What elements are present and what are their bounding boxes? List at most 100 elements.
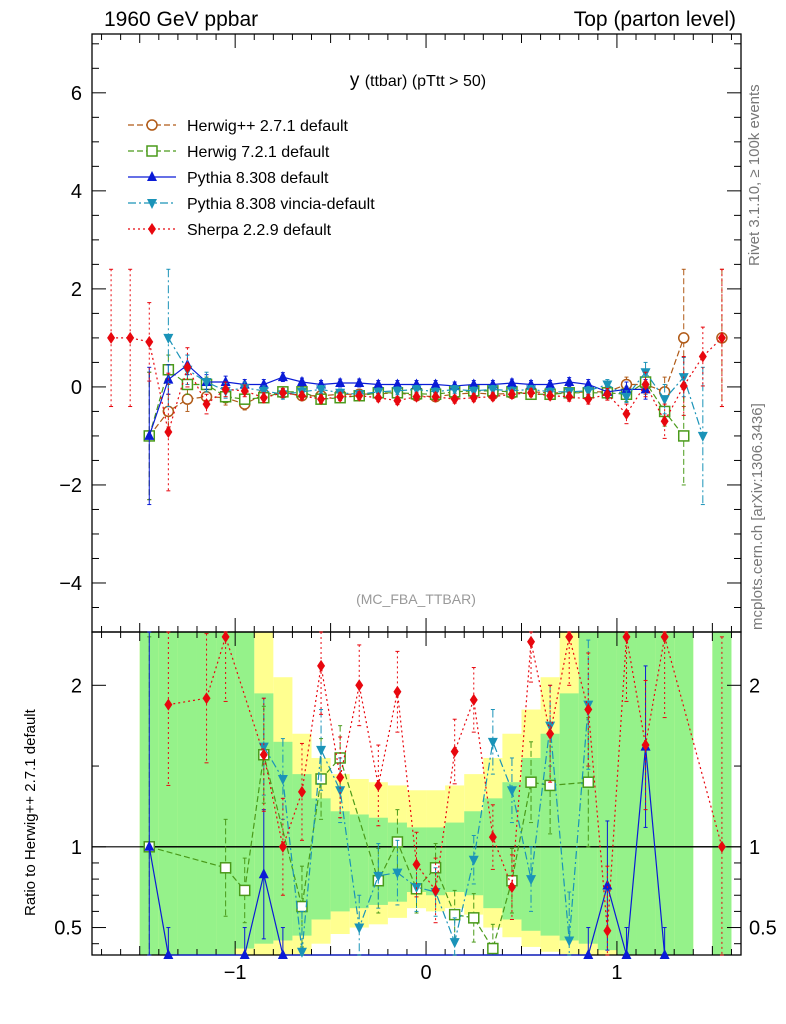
plot-title: y (ttbar) (pTtt > 50) (350, 70, 486, 91)
ratio-band-1sigma (311, 798, 331, 920)
main-data-point (164, 426, 173, 439)
analysis-watermark: (MC_FBA_TTBAR) (356, 591, 476, 607)
main-data-point (374, 391, 383, 404)
main-data-point (527, 386, 536, 399)
main-data-point (487, 385, 498, 396)
main-data-point (335, 376, 346, 387)
ratio-data-point (392, 868, 403, 879)
main-data-point (507, 388, 516, 401)
ratio-data-point (144, 840, 155, 851)
main-data-point (317, 393, 326, 406)
ratio-data-point (469, 693, 478, 706)
main-data-point (584, 393, 593, 406)
ratio-y-tick-label-right: 0.5 (749, 918, 777, 940)
ratio-data-point (296, 900, 308, 913)
main-data-point (660, 415, 669, 428)
ratio-data-point (219, 862, 232, 874)
main-data-point (296, 376, 307, 387)
ratio-data-point (641, 739, 650, 752)
ratio-data-point (431, 884, 440, 897)
ratio-y-tick-label-right: 1 (749, 837, 760, 859)
ratio-data-point (374, 779, 383, 792)
main-data-point (163, 333, 174, 344)
ratio-data-point (450, 745, 459, 758)
ratio-data-point (507, 881, 516, 894)
ratio-data-point (278, 840, 287, 853)
main-data-point (449, 385, 460, 396)
ratio-data-point (259, 748, 268, 761)
main-data-point (622, 407, 631, 420)
ratio-data-point (602, 879, 613, 890)
main-data-point (583, 378, 594, 389)
legend-marker (146, 145, 158, 157)
main-data-point (621, 383, 632, 394)
main-data-point (336, 390, 345, 403)
ratio-data-point (468, 855, 479, 866)
main-data-point (107, 331, 116, 344)
main-data-point (450, 393, 459, 406)
main-data-point (393, 394, 402, 407)
legend-item: Pythia 8.308 vincia-default (128, 196, 375, 213)
ratio-band-1sigma (330, 811, 350, 912)
ratio-data-point (527, 635, 536, 648)
ratio-data-point (487, 737, 498, 748)
ratio-y-tick-label-left: 2 (71, 675, 82, 697)
ratio-data-point (202, 692, 211, 705)
main-data-point (126, 331, 135, 344)
ratio-data-point (526, 875, 537, 886)
main-series-group (107, 268, 728, 506)
legend-item: Sherpa 2.2.9 default (128, 222, 332, 239)
ratio-band-1sigma (655, 632, 675, 955)
ratio-data-point (583, 949, 594, 959)
main-data-point (697, 431, 708, 442)
main-data-point (259, 391, 268, 404)
legend: Herwig++ 2.7.1 default Herwig 7.2.1 defau… (128, 118, 375, 239)
ratio-data-point (565, 630, 574, 643)
ratio-y-tick-label-right: 2 (749, 675, 760, 697)
main-data-point (277, 371, 288, 382)
main-data-point (392, 386, 403, 397)
ratio-data-point (335, 786, 346, 797)
ratio-band-1sigma (483, 798, 503, 909)
ratio-data-point (717, 840, 726, 853)
ratio-band-1sigma (616, 632, 637, 955)
main-y-tick-label: 4 (71, 181, 82, 203)
ratio-band-1sigma (235, 632, 255, 949)
ratio-data-point (355, 679, 364, 692)
ratio-data-point (258, 742, 269, 753)
legend-marker (147, 171, 157, 181)
ratio-series-line (149, 754, 589, 951)
main-data-point (183, 361, 192, 374)
header-energy-label: 1960 GeV ppbar (104, 8, 259, 31)
main-data-point (659, 395, 670, 406)
legend-item: Pythia 8.308 default (128, 170, 329, 187)
ratio-band-1sigma (177, 632, 197, 955)
legend-label: Herwig 7.2.1 default (187, 144, 330, 161)
ratio-data-point (582, 776, 595, 788)
main-data-point (144, 429, 155, 440)
main-data-point (677, 430, 690, 442)
ratio-data-point (258, 868, 269, 879)
main-y-tick-label: 2 (71, 279, 82, 301)
ratio-data-point (449, 938, 460, 949)
x-tick-label: 1 (611, 962, 622, 984)
main-data-point (202, 398, 211, 411)
ratio-data-point (296, 947, 307, 958)
ratio-series-line (168, 634, 723, 931)
main-data-point (392, 378, 403, 389)
ratio-data-point (584, 703, 593, 716)
main-data-point (201, 378, 212, 389)
main-data-point (412, 390, 421, 403)
main-data-point (431, 390, 440, 403)
main-data-point (603, 388, 612, 401)
main-data-point (621, 392, 632, 403)
ratio-series-3 (258, 639, 594, 958)
ratio-data-point (221, 630, 230, 643)
main-y-tick-label: 0 (71, 377, 82, 399)
main-data-point (469, 391, 478, 404)
legend-label: Pythia 8.308 vincia-default (187, 196, 375, 213)
legend-marker (147, 199, 157, 209)
ratio-data-point (622, 630, 631, 643)
ratio-uncertainty-bands (139, 632, 732, 955)
